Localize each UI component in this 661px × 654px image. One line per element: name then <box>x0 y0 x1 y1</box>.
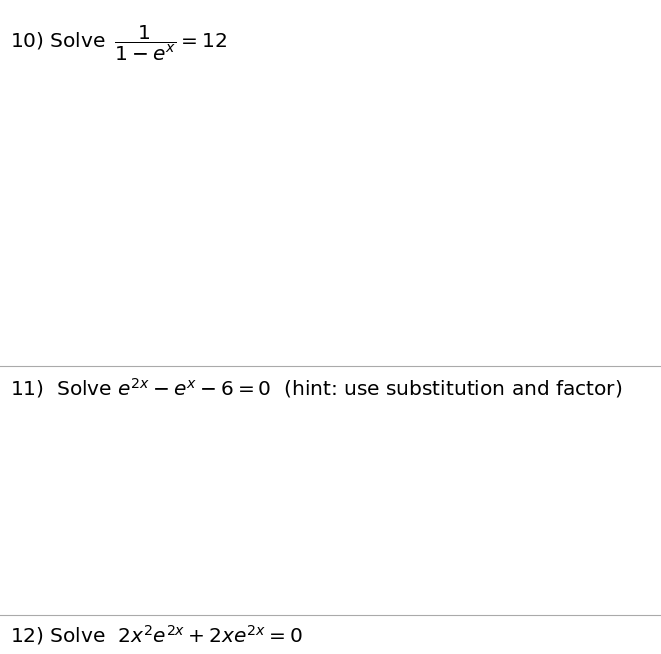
Text: 12) Solve  $2x^2e^{2x} + 2xe^{2x} = 0$: 12) Solve $2x^2e^{2x} + 2xe^{2x} = 0$ <box>10 623 303 647</box>
Text: 11)  Solve $e^{2x} - e^{x} - 6 = 0$  (hint: use substitution and factor): 11) Solve $e^{2x} - e^{x} - 6 = 0$ (hint… <box>10 376 623 400</box>
Text: 10) Solve $\,\dfrac{1}{1-e^{x}} = 12$: 10) Solve $\,\dfrac{1}{1-e^{x}} = 12$ <box>10 23 227 63</box>
